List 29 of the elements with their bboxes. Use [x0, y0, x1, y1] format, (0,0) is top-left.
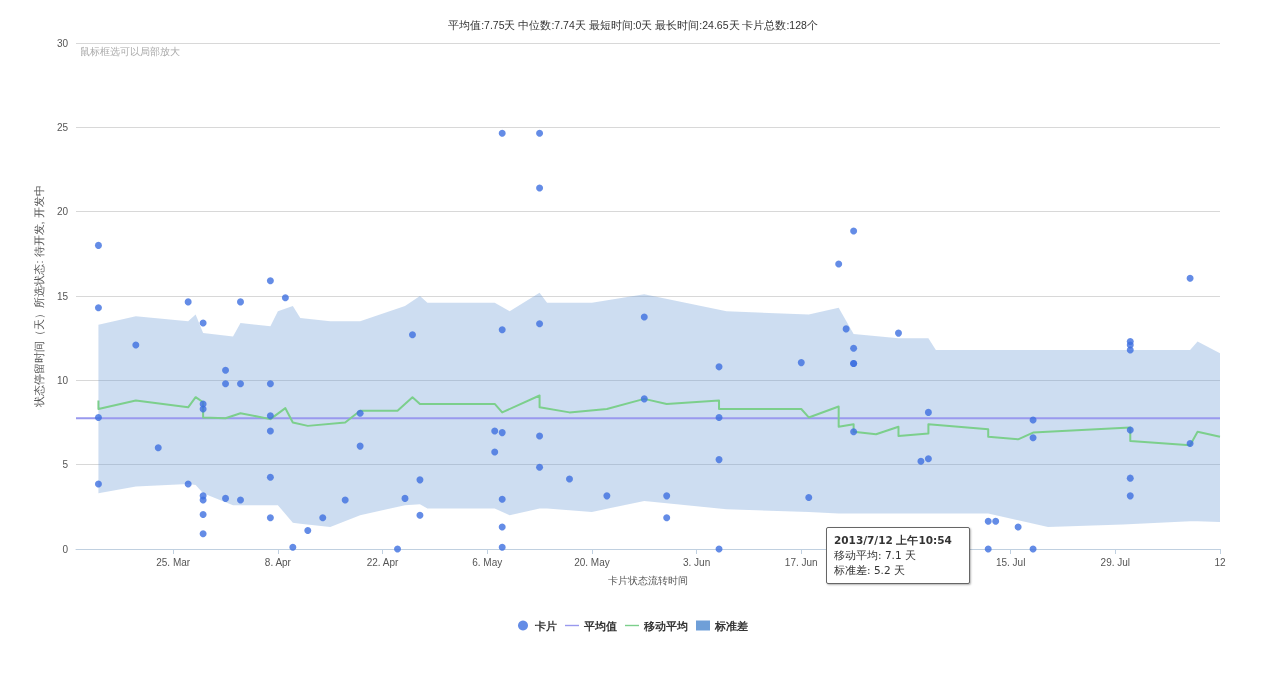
x-tick-label: 17. Jun	[784, 556, 818, 568]
x-tick-label: 6. May	[472, 556, 503, 568]
line-series	[97, 394, 1221, 447]
legend-label: 移动平均	[643, 619, 688, 632]
annotation: 移动平均: 7.1 天	[834, 548, 917, 563]
x-tick-label: 3. Jun	[682, 556, 711, 568]
y-tick-label: 30	[56, 37, 69, 49]
tooltip-box: 2013/7/12 上午10:54 移动平均: 7.1 天 标准差: 5.2 天	[826, 527, 970, 584]
annotation: 2013/7/12 上午10:54	[834, 533, 953, 548]
x-tick-label: 8. Apr	[264, 556, 292, 568]
x-tick-label: 22. Apr	[366, 556, 400, 568]
legend-label: 标准差	[714, 619, 748, 632]
x-tick-label: 20. May	[574, 556, 610, 568]
y-tick-label: 5	[62, 459, 69, 471]
y-tick-label: 10	[56, 374, 69, 386]
x-tick-label: 25. Mar	[156, 556, 191, 568]
legend-label: 卡片	[534, 619, 557, 632]
chart-title: 平均值:7.75天 中位数:7.74天 最短时间:0天 最长时间:24.65天 卡片总数:128个	[448, 18, 818, 31]
legend-label: 平均值	[583, 619, 617, 632]
x-tick-label: 29. Jul	[1100, 556, 1131, 568]
y-tick-label: 20	[56, 206, 69, 218]
x-tick-label: 15. Jul	[995, 556, 1026, 568]
y-tick-label: 25	[56, 121, 69, 133]
annotation: 鼠标框选可以局部放大	[80, 45, 180, 57]
x-tick-label: 12	[1214, 556, 1226, 568]
y-tick-label: 15	[56, 290, 69, 302]
y-axis-title: 状态停留时间（天）所选状态: 待开发, 开发中	[33, 185, 46, 408]
y-tick-label: 0	[62, 543, 69, 555]
x-axis-title: 卡片状态流转时间	[608, 574, 688, 586]
